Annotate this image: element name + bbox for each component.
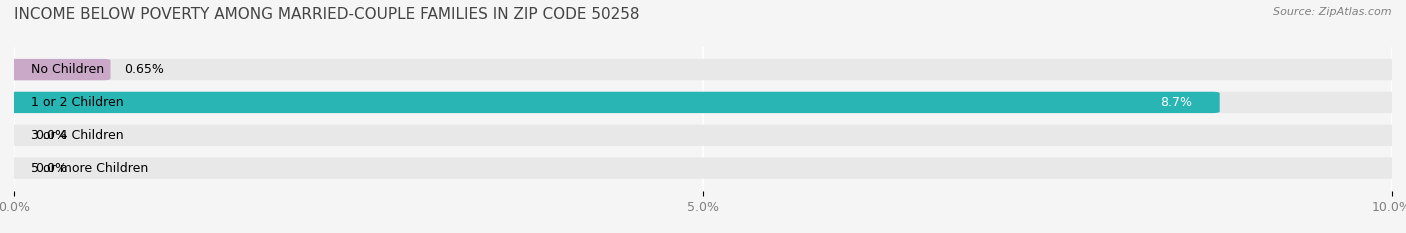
- Text: 0.0%: 0.0%: [35, 161, 66, 175]
- Text: 3 or 4 Children: 3 or 4 Children: [31, 129, 124, 142]
- Text: 0.65%: 0.65%: [124, 63, 165, 76]
- FancyBboxPatch shape: [7, 125, 1399, 146]
- FancyBboxPatch shape: [7, 158, 1399, 179]
- FancyBboxPatch shape: [7, 59, 1399, 80]
- Text: 8.7%: 8.7%: [1160, 96, 1192, 109]
- Text: INCOME BELOW POVERTY AMONG MARRIED-COUPLE FAMILIES IN ZIP CODE 50258: INCOME BELOW POVERTY AMONG MARRIED-COUPL…: [14, 7, 640, 22]
- FancyBboxPatch shape: [7, 92, 1399, 113]
- Text: 0.0%: 0.0%: [35, 129, 66, 142]
- Text: 1 or 2 Children: 1 or 2 Children: [31, 96, 124, 109]
- Text: No Children: No Children: [31, 63, 104, 76]
- FancyBboxPatch shape: [7, 59, 111, 80]
- FancyBboxPatch shape: [7, 92, 1219, 113]
- Text: Source: ZipAtlas.com: Source: ZipAtlas.com: [1274, 7, 1392, 17]
- Text: 5 or more Children: 5 or more Children: [31, 161, 148, 175]
